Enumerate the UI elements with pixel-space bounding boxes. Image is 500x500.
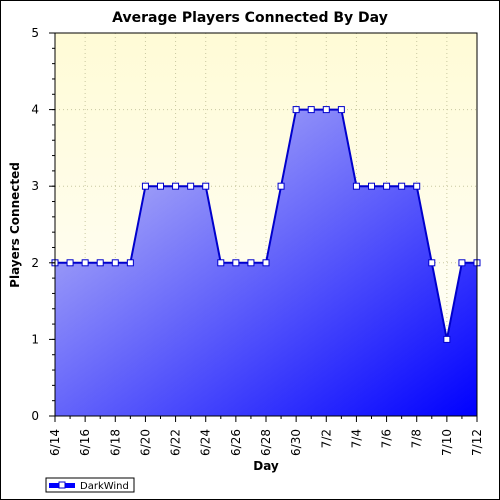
data-point-marker — [262, 259, 270, 267]
x-tick-label: 7/4 — [349, 429, 363, 448]
legend-marker — [58, 481, 66, 489]
data-point-marker — [413, 182, 421, 190]
legend: DarkWind — [45, 477, 135, 493]
data-point-marker — [443, 335, 451, 343]
x-tick-label: 7/10 — [440, 429, 454, 456]
x-tick-label: 7/2 — [319, 429, 333, 448]
data-point-marker — [247, 259, 255, 267]
legend-label: DarkWind — [80, 481, 129, 492]
y-axis: 0 1 2 3 4 5 — [31, 26, 55, 423]
y-tick-label: 3 — [31, 179, 39, 193]
x-tick-label: 6/14 — [48, 429, 62, 456]
data-point-marker — [307, 106, 315, 114]
data-point-marker — [352, 182, 360, 190]
data-point-marker — [172, 182, 180, 190]
y-tick-label: 5 — [31, 26, 39, 40]
x-axis: 6/14 6/16 6/18 6/20 6/22 6/24 6/26 6/28 6/30 7/2 7… — [48, 416, 484, 456]
y-tick-label: 4 — [31, 103, 39, 117]
data-point-marker — [232, 259, 240, 267]
data-point-marker — [383, 182, 391, 190]
y-tick-label: 1 — [31, 332, 39, 346]
x-tick-label: 7/8 — [410, 429, 424, 448]
data-point-marker — [141, 182, 149, 190]
data-point-marker — [217, 259, 225, 267]
data-point-marker — [81, 259, 89, 267]
data-point-marker — [322, 106, 330, 114]
data-point-marker — [202, 182, 210, 190]
x-tick-label: 6/24 — [199, 429, 213, 456]
y-tick-label: 2 — [31, 256, 39, 270]
y-axis-title: Players Connected — [8, 162, 22, 288]
data-point-marker — [66, 259, 74, 267]
legend-box — [45, 477, 135, 493]
data-point-marker — [458, 259, 466, 267]
data-point-marker — [337, 106, 345, 114]
x-axis-title: Day — [253, 459, 279, 473]
data-point-marker — [157, 182, 164, 190]
x-tick-label: 6/22 — [169, 429, 183, 456]
data-point-marker — [111, 259, 119, 267]
data-point-marker — [187, 182, 195, 190]
x-tick-label: 6/20 — [138, 429, 152, 456]
x-tick-label: 7/12 — [470, 429, 484, 456]
data-point-marker — [368, 182, 375, 190]
x-tick-label: 6/16 — [78, 429, 92, 456]
y-tick-label: 0 — [31, 409, 39, 423]
data-point-marker — [428, 259, 436, 267]
x-tick-label: 6/26 — [229, 429, 243, 456]
data-point-marker — [277, 182, 285, 190]
x-tick-label: 6/18 — [108, 429, 122, 456]
x-tick-label: 7/6 — [380, 429, 394, 448]
x-tick-label: 6/28 — [259, 429, 273, 456]
chart-title: Average Players Connected By Day — [112, 10, 388, 26]
x-tick-label: 6/30 — [289, 429, 303, 456]
data-point-marker — [96, 259, 104, 267]
data-point-marker — [292, 106, 300, 114]
data-point-marker — [126, 259, 134, 267]
data-point-marker — [398, 182, 406, 190]
